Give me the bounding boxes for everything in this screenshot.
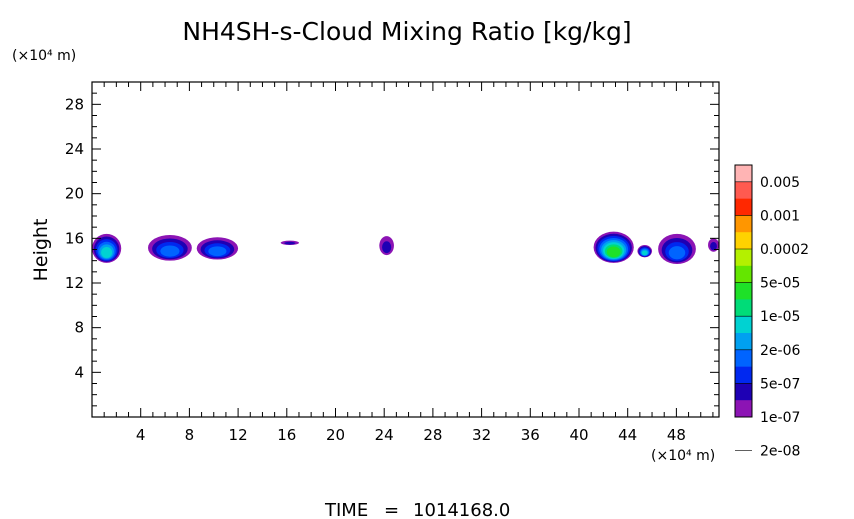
colorbar-label: 5e-05 (760, 276, 800, 292)
colorbar-label: 2e-08 (760, 444, 800, 460)
x-tick-label: 24 (375, 426, 394, 444)
cloud-contour (382, 241, 392, 254)
cloud-contour (668, 246, 686, 260)
cloud-contour (284, 241, 296, 245)
y-tick-label: 12 (65, 274, 84, 292)
x-axis-unit: (×10⁴ m) (651, 448, 715, 464)
y-tick-label: 20 (65, 185, 84, 203)
colorbar-swatch (735, 249, 752, 267)
cloud-field (92, 231, 719, 265)
time-label: TIME (324, 500, 368, 519)
y-tick-label: 16 (65, 229, 84, 247)
y-tick-label: 8 (74, 319, 84, 337)
colorbar-label: 0.005 (760, 175, 800, 191)
cloud-patch (92, 233, 122, 263)
x-tick-label: 36 (521, 426, 540, 444)
colorbar-label: 2e-06 (760, 343, 800, 359)
x-axis: 4 8 12 16 20 24 28 32 36 40 44 48 (103, 82, 714, 444)
cloud-contour (606, 246, 621, 258)
colorbar-swatch (735, 383, 752, 401)
y-axis-unit: (×10⁴ m) (12, 48, 76, 64)
x-tick-label: 16 (277, 426, 296, 444)
colorbar-swatch (735, 366, 752, 384)
cloud-contour (208, 246, 227, 257)
cloud-patch (658, 233, 696, 265)
y-axis: 4 8 12 16 20 24 28 (65, 92, 719, 407)
colorbar-swatch (735, 165, 752, 183)
colorbar-swatch (735, 400, 752, 418)
x-tick-label: 4 (136, 426, 146, 444)
colorbar-swatch (735, 333, 752, 351)
cloud-patch (379, 236, 394, 256)
colorbar-swatch (735, 198, 752, 216)
x-tick-label: 32 (472, 426, 491, 444)
cloud-contour (641, 250, 648, 256)
colorbar-swatch (735, 299, 752, 317)
y-tick-label: 4 (74, 363, 84, 381)
colorbar-label: 1e-05 (760, 309, 800, 325)
colorbar-swatch (735, 282, 752, 300)
colorbar-swatch (735, 349, 752, 367)
cloud-patch (708, 238, 719, 252)
cloud-patch (280, 240, 299, 246)
y-tick-label: 28 (65, 95, 84, 113)
time-equals: = (384, 500, 399, 519)
x-tick-label: 28 (423, 426, 442, 444)
cloud-patch (148, 234, 192, 261)
colorbar-swatch (735, 316, 752, 334)
x-tick-label: 44 (618, 426, 637, 444)
time-value: 1014168.0 (413, 500, 510, 519)
x-tick-label: 40 (569, 426, 588, 444)
cloud-contour (101, 247, 113, 258)
x-tick-label: 12 (229, 426, 248, 444)
colorbar-swatch (735, 232, 752, 250)
colorbar: 0.005 0.001 0.0002 5e-05 1e-05 2e-06 5e-07 1e-0… (734, 164, 809, 460)
cloud-contour (160, 245, 180, 257)
chart-title: NH4SH-s-Cloud Mixing Ratio [kg/kg] (182, 17, 631, 46)
y-axis-label: Height (30, 219, 52, 282)
x-tick-label: 8 (185, 426, 195, 444)
colorbar-label: 1e-07 (760, 410, 800, 426)
colorbar-label: 5e-07 (760, 376, 800, 392)
colorbar-label: 0.001 (760, 208, 800, 224)
colorbar-swatch (735, 265, 752, 283)
cloud-contour (710, 241, 717, 251)
colorbar-swatch (735, 215, 752, 233)
cloud-patch (593, 231, 634, 263)
colorbar-label: 0.0002 (760, 242, 809, 258)
cloud-patch (637, 245, 653, 258)
colorbar-swatch (735, 181, 752, 199)
cloud-patch (196, 237, 239, 260)
y-tick-label: 24 (65, 140, 84, 158)
x-tick-label: 20 (326, 426, 345, 444)
x-tick-label: 48 (667, 426, 686, 444)
